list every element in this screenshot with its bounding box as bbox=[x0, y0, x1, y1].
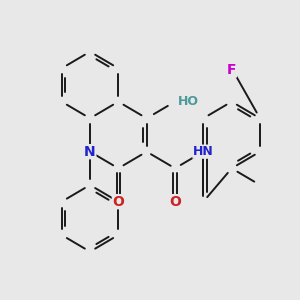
Text: F: F bbox=[227, 63, 236, 77]
Text: O: O bbox=[169, 195, 181, 209]
Text: HO: HO bbox=[178, 95, 199, 108]
Text: HN: HN bbox=[193, 145, 214, 158]
Text: O: O bbox=[112, 195, 124, 209]
Text: N: N bbox=[84, 145, 96, 159]
